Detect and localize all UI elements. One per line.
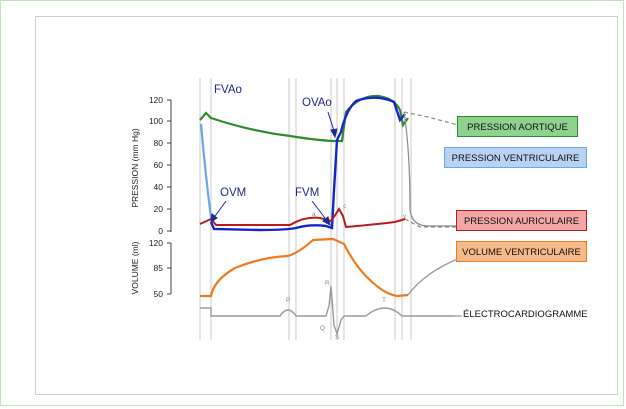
phase-lines: [199, 78, 412, 340]
volume-tick: 85: [154, 263, 164, 273]
fvao-label: FVAo: [214, 84, 242, 96]
pressure-tick: 120: [149, 95, 163, 105]
ovao-label: OVAo: [302, 97, 332, 109]
ecg-s-label: S: [335, 334, 340, 341]
ecg-q-label: Q: [320, 325, 325, 332]
ecg-r-label: R: [325, 280, 330, 287]
pressure-tick: 100: [149, 116, 163, 126]
atrial-leader: [404, 218, 456, 228]
volume-axis: 120 85 50 VOLUME (ml): [130, 238, 172, 299]
atrial-c-wave-label: c: [343, 203, 347, 210]
ovao-arrowhead: [330, 128, 338, 139]
legend-leaders: [403, 111, 462, 317]
volume-axis-title: VOLUME (ml): [130, 241, 140, 294]
pressure-tick: 20: [154, 204, 164, 214]
atrial-v-wave-label: v: [403, 213, 407, 220]
legend-ecg: ÉLECTROCARDIOGRAMME: [463, 309, 588, 320]
legend-ventricular-pressure: PRESSION VENTRICULAIRE: [444, 147, 587, 168]
volume-tick: 50: [154, 289, 164, 299]
legend-atrial-pressure: PRESSION AURICULAIRE: [456, 210, 587, 231]
pressure-tick: 60: [154, 160, 164, 170]
diagram-panel: [35, 16, 618, 395]
pressure-axis-title: PRESSION (mm Hg): [130, 128, 140, 208]
ventricular-pressure-relaxation-curve: [199, 123, 213, 219]
atrial-a-wave-label: a: [312, 211, 316, 218]
ventricular-volume-curve: [200, 237, 409, 298]
valve-arrows: [210, 111, 338, 227]
legend-ventricular-volume: VOLUME VENTRICULAIRE: [456, 241, 587, 262]
pressure-axis: 120 100 80 60 40 20 0 PRESSION (mm Hg): [130, 95, 172, 236]
ovm-arrowhead: [210, 213, 218, 224]
ovm-label: OVM: [220, 187, 246, 199]
ventricular-leader: [403, 111, 456, 227]
volume-continuation-curve: [407, 257, 461, 296]
aortic-leader: [403, 111, 459, 126]
pressure-tick: 40: [154, 182, 164, 192]
ecg-p-label: P: [286, 297, 290, 304]
fvm-label: FVM: [295, 187, 319, 199]
atrial-pressure-curve: [199, 207, 406, 229]
fvm-arrowhead: [322, 216, 331, 227]
pressure-tick: 0: [158, 226, 163, 236]
volume-tick: 120: [149, 238, 163, 248]
ecg-t-label: T: [382, 297, 386, 304]
pressure-tick: 80: [154, 138, 164, 148]
ecg-curve: [200, 285, 455, 337]
legend-aortic-pressure: PRESSION AORTIQUE: [457, 116, 578, 137]
ventricular-pressure-curve: [209, 96, 406, 232]
